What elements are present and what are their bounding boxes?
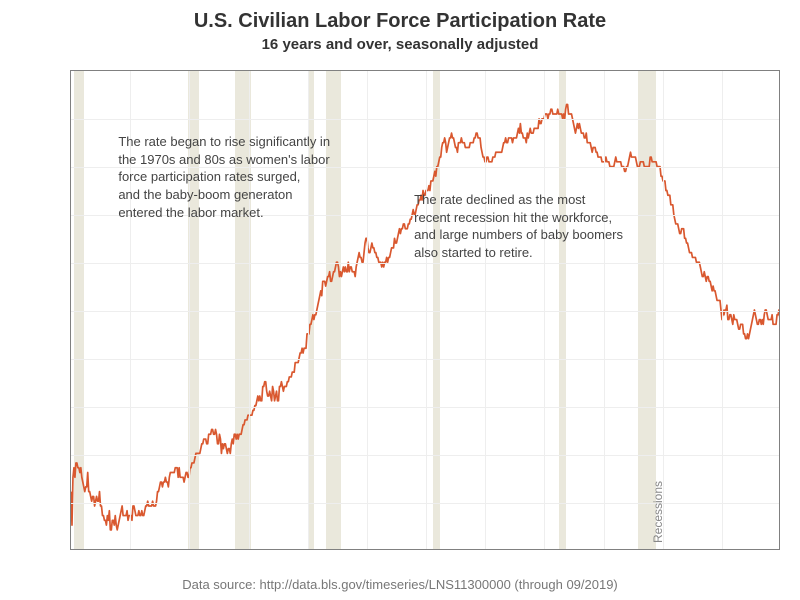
- chart-title: U.S. Civilian Labor Force Participation …: [0, 10, 800, 33]
- gridline-h: [71, 455, 779, 456]
- gridline-h: [71, 119, 779, 120]
- plot-area: 58%59%60%61%62%63%64%65%66%67%68%1960196…: [70, 70, 780, 550]
- chart-caption: Data source: http://data.bls.gov/timeser…: [0, 577, 800, 592]
- gridline-v: [544, 71, 545, 549]
- gridline-v: [485, 71, 486, 549]
- gridline-h: [71, 407, 779, 408]
- gridline-v: [722, 71, 723, 549]
- gridline-h: [71, 503, 779, 504]
- gridline-v: [426, 71, 427, 549]
- chart-subtitle: 16 years and over, seasonally adjusted: [0, 36, 800, 53]
- gridline-h: [71, 359, 779, 360]
- gridline-h: [71, 263, 779, 264]
- gridline-v: [663, 71, 664, 549]
- annotation-text: The rate began to rise significantly in …: [118, 133, 330, 221]
- annotation-text: The rate declined as the most recent rec…: [414, 191, 623, 261]
- gridline-h: [71, 311, 779, 312]
- recessions-label: Recessions: [651, 481, 665, 543]
- chart-container: U.S. Civilian Labor Force Participation …: [0, 0, 800, 600]
- gridline-v: [604, 71, 605, 549]
- gridline-v: [367, 71, 368, 549]
